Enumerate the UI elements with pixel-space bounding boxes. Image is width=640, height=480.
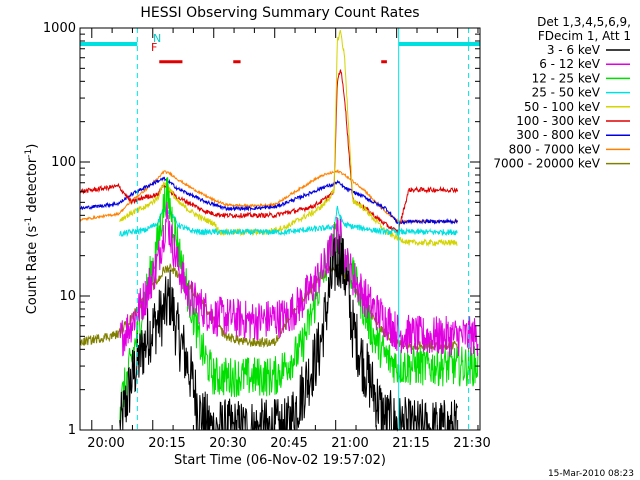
chart-title: HESSI Observing Summary Count Rates <box>140 5 419 21</box>
x-axis-ticks <box>91 28 479 430</box>
y-axis-label-mid: detector <box>25 157 40 217</box>
legend-label-6-12-kev: 6 - 12 keV <box>539 57 601 71</box>
night-flag-label: N <box>153 32 161 45</box>
x-tick-label-2100: 21:00 <box>331 436 368 451</box>
series-line-6-12-kev <box>119 201 479 357</box>
x-tick-label-2045: 20:45 <box>270 436 307 451</box>
y-tick-label-10: 10 <box>59 289 76 304</box>
legend-header-line2: FDecim 1, Att 1 <box>538 29 631 43</box>
y-axis-label: Count Rate (s-1 detector-1) <box>24 144 40 315</box>
series-line-25-50-kev <box>119 205 458 238</box>
flare-flag-label: F <box>151 41 157 54</box>
series-layer <box>79 29 479 432</box>
series-line-100-300-kev <box>79 69 459 234</box>
x-tick-label-2115: 21:15 <box>392 436 429 451</box>
footer-timestamp: 15-Mar-2010 08:23 <box>548 469 634 479</box>
x-tick-label-2015: 20:15 <box>148 436 185 451</box>
y-tick-label-100: 100 <box>51 155 76 170</box>
series-line-800-7000-kev <box>79 169 459 225</box>
legend-label-3-6-kev: 3 - 6 keV <box>547 43 601 57</box>
y-axis-label-end: ) <box>25 144 40 149</box>
y-axis-ticks <box>80 33 480 431</box>
legend-header-line1: Det 1,3,4,5,6,9, <box>537 15 631 29</box>
series-line-300-800-kev <box>79 176 459 225</box>
y-axis-label-main: Count Rate (s <box>25 226 40 315</box>
legend-label-12-25-kev: 12 - 25 keV <box>532 71 601 85</box>
y-tick-label-1: 1 <box>68 423 76 438</box>
legend: Det 1,3,4,5,6,9, FDecim 1, Att 1 3 - 6 k… <box>493 15 631 171</box>
series-line-50-100-kev <box>119 29 458 247</box>
x-axis-label: Start Time (06-Nov-02 19:57:02) <box>174 453 386 468</box>
x-tick-label-2130: 21:30 <box>453 436 490 451</box>
y-tick-label-1000: 1000 <box>43 21 76 36</box>
legend-label-7000-20000-kev: 7000 - 20000 keV <box>493 157 600 171</box>
plot-frame <box>79 27 481 431</box>
flag-layer <box>80 28 480 430</box>
y-axis-label-sup2: -1 <box>24 149 34 158</box>
legend-label-800-7000-kev: 800 - 7000 keV <box>509 142 601 156</box>
legend-label-25-50-kev: 25 - 50 keV <box>532 86 601 100</box>
legend-label-300-800-kev: 300 - 800 keV <box>516 128 600 142</box>
series-line-12-25-kev <box>119 177 479 424</box>
legend-label-50-100-kev: 50 - 100 keV <box>524 100 601 114</box>
x-tick-label-2030: 20:30 <box>209 436 246 451</box>
y-axis-label-sup1: -1 <box>24 217 34 226</box>
x-tick-label-2000: 20:00 <box>87 436 124 451</box>
legend-label-100-300-kev: 100 - 300 keV <box>516 114 600 128</box>
